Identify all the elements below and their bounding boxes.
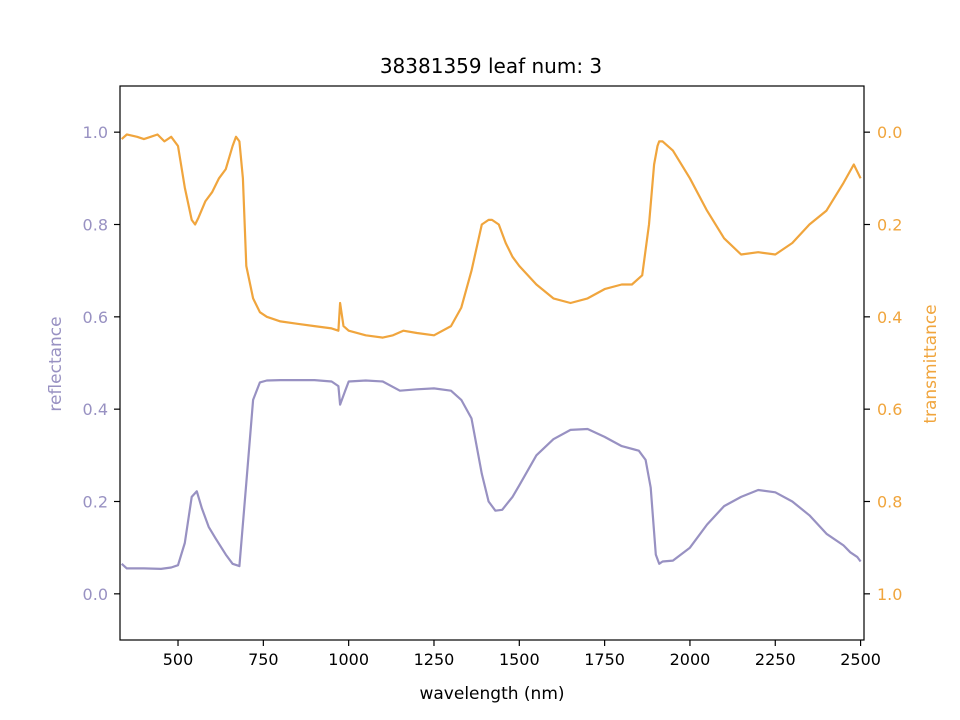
right-tick-label: 0.0 — [877, 123, 902, 142]
right-tick-label: 0.2 — [877, 216, 902, 235]
right-tick-label: 0.6 — [877, 400, 902, 419]
x-tick-label: 1250 — [414, 650, 455, 669]
x-tick-label: 2500 — [840, 650, 881, 669]
x-tick-label: 2250 — [755, 650, 796, 669]
x-tick-label: 500 — [163, 650, 194, 669]
x-tick-label: 750 — [248, 650, 279, 669]
transmittance-line — [120, 133, 862, 339]
x-tick-label: 1500 — [499, 650, 540, 669]
left-tick-label: 1.0 — [83, 123, 108, 142]
right-tick-label: 0.8 — [877, 493, 902, 512]
left-tick-label: 0.4 — [83, 400, 108, 419]
x-tick-label: 2000 — [670, 650, 711, 669]
chart-title: 38381359 leaf num: 3 — [380, 54, 602, 78]
left-tick-label: 0.8 — [83, 216, 108, 235]
left-tick-label: 0.0 — [83, 585, 108, 604]
plot-area — [120, 133, 862, 570]
right-tick-label: 1.0 — [877, 585, 902, 604]
x-tick-label: 1000 — [328, 650, 369, 669]
left-axis-label: reflectance — [46, 316, 66, 411]
left-tick-label: 0.2 — [83, 493, 108, 512]
left-axis: 0.0 0.2 0.4 0.6 0.8 1.0 — [83, 123, 120, 604]
right-tick-label: 0.4 — [877, 308, 902, 327]
right-axis-label: transmittance — [921, 304, 941, 423]
x-axis-label: wavelength (nm) — [419, 684, 564, 704]
plot-frame — [119, 85, 865, 641]
x-axis: 500 750 1000 1250 1500 1750 2000 2250 2500 — [163, 640, 881, 669]
reflectance-line — [120, 379, 862, 570]
x-tick-label: 1750 — [584, 650, 625, 669]
left-tick-label: 0.6 — [83, 308, 108, 327]
right-axis: 0.0 0.2 0.4 0.6 0.8 1.0 — [864, 123, 902, 604]
